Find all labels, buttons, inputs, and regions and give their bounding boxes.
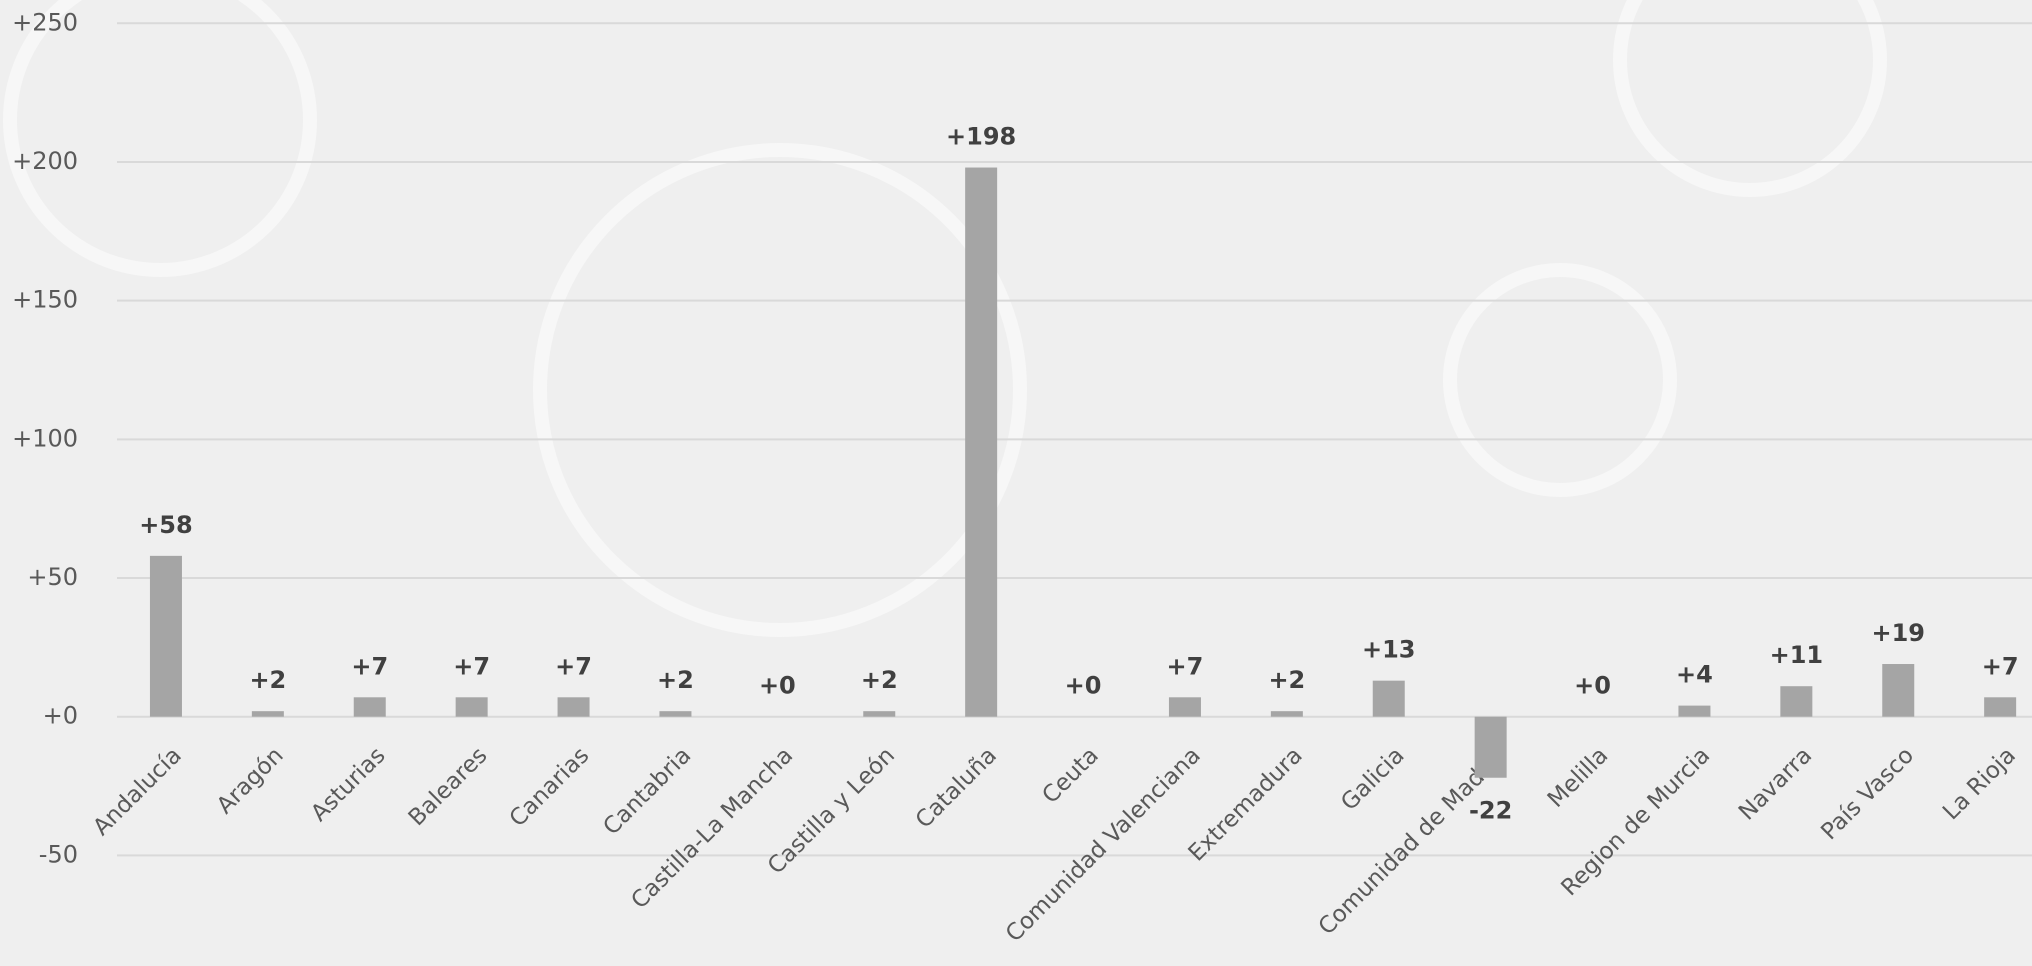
- bar: [150, 556, 182, 717]
- bar: [252, 711, 284, 717]
- bar: [456, 697, 488, 716]
- bar: [558, 697, 590, 716]
- value-label: +7: [555, 652, 592, 680]
- bar: [1882, 664, 1914, 717]
- y-tick-label: +100: [12, 424, 78, 452]
- value-label: +7: [1982, 652, 2019, 680]
- y-tick-label: +0: [43, 702, 78, 730]
- value-label: +4: [1676, 661, 1713, 689]
- value-label: +2: [657, 666, 694, 694]
- y-tick-label: +150: [12, 286, 78, 314]
- value-label: +7: [1167, 652, 1204, 680]
- bar: [863, 711, 895, 717]
- value-label: +198: [946, 123, 1016, 151]
- bar: [1271, 711, 1303, 717]
- y-tick-label: +250: [12, 8, 78, 36]
- y-tick-label: +200: [12, 147, 78, 175]
- value-label: +2: [1268, 666, 1305, 694]
- bar: [1678, 706, 1710, 717]
- page: -50+0+50+100+150+200+250Andalucía+58Arag…: [0, 0, 2032, 966]
- bar: [1373, 681, 1405, 717]
- bar: [1475, 717, 1507, 778]
- value-label: +2: [249, 666, 286, 694]
- value-label: +7: [453, 652, 490, 680]
- value-label: +2: [861, 666, 898, 694]
- value-label: +58: [139, 511, 193, 539]
- value-label: +0: [759, 672, 796, 700]
- value-label: -22: [1469, 797, 1512, 825]
- value-label: +13: [1362, 636, 1416, 664]
- y-tick-label: -50: [39, 840, 78, 868]
- value-label: +11: [1770, 641, 1824, 669]
- bar: [354, 697, 386, 716]
- bar: [1169, 697, 1201, 716]
- value-label: +19: [1871, 619, 1925, 647]
- bar: [965, 168, 997, 717]
- bar: [1984, 697, 2016, 716]
- bar: [659, 711, 691, 717]
- value-label: +7: [351, 652, 388, 680]
- value-label: +0: [1065, 672, 1102, 700]
- y-tick-label: +50: [27, 563, 78, 591]
- bar: [1780, 686, 1812, 717]
- value-label: +0: [1574, 672, 1611, 700]
- chart: -50+0+50+100+150+200+250Andalucía+58Arag…: [0, 0, 2032, 966]
